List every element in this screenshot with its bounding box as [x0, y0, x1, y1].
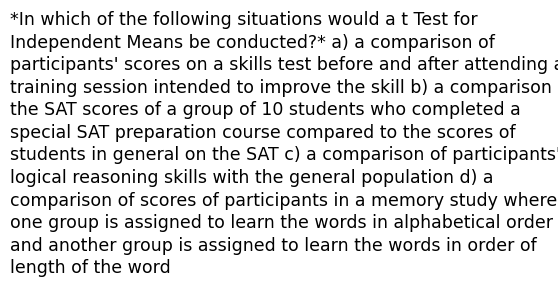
Text: logical reasoning skills with the general population d) a: logical reasoning skills with the genera… — [10, 169, 493, 187]
Text: training session intended to improve the skill b) a comparison of: training session intended to improve the… — [10, 79, 558, 97]
Text: the SAT scores of a group of 10 students who completed a: the SAT scores of a group of 10 students… — [10, 101, 521, 119]
Text: *In which of the following situations would a t Test for: *In which of the following situations wo… — [10, 11, 478, 29]
Text: one group is assigned to learn the words in alphabetical order: one group is assigned to learn the words… — [10, 214, 553, 232]
Text: participants' scores on a skills test before and after attending a: participants' scores on a skills test be… — [10, 56, 558, 74]
Text: and another group is assigned to learn the words in order of: and another group is assigned to learn t… — [10, 237, 537, 255]
Text: special SAT preparation course compared to the scores of: special SAT preparation course compared … — [10, 124, 516, 142]
Text: Independent Means be conducted?* a) a comparison of: Independent Means be conducted?* a) a co… — [10, 34, 495, 52]
Text: length of the word: length of the word — [10, 259, 171, 277]
Text: students in general on the SAT c) a comparison of participants': students in general on the SAT c) a comp… — [10, 146, 558, 164]
Text: comparison of scores of participants in a memory study where: comparison of scores of participants in … — [10, 192, 557, 209]
